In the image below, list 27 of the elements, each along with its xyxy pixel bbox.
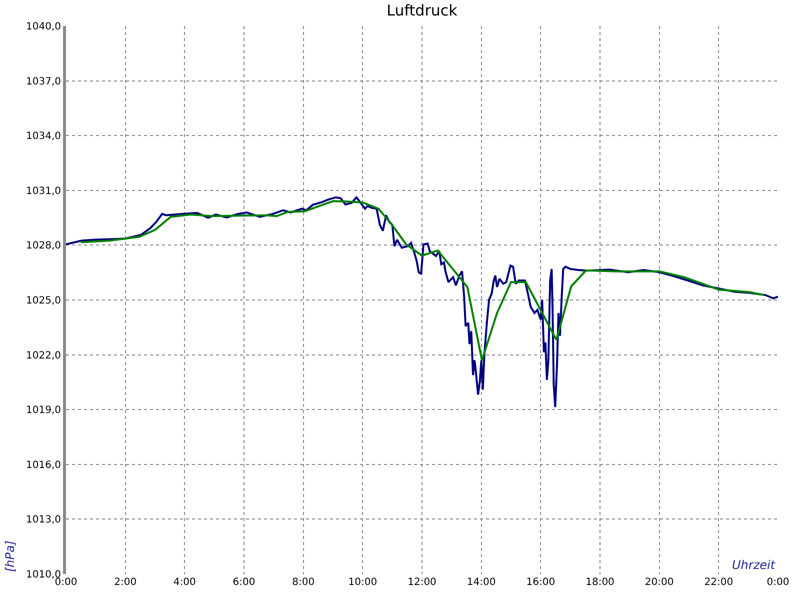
y-axis-title: [hPa] [3, 540, 17, 572]
line-series [80, 200, 766, 362]
x-tick-label: 4:00 [173, 577, 196, 588]
y-tick-label: 1034,0 [26, 131, 61, 142]
line-series [66, 196, 778, 408]
y-tick-label: 1013,0 [26, 514, 61, 526]
x-tick-label: 6:00 [232, 577, 256, 588]
x-tick-label: 18:00 [586, 577, 614, 588]
y-tick-label: 1016,0 [26, 460, 61, 471]
y-tick-label: 1031,0 [26, 186, 61, 197]
x-tick-label: 10:00 [348, 577, 378, 588]
y-tick-label: 1028,0 [26, 240, 61, 252]
y-tick-label: 1022,0 [26, 350, 61, 362]
y-tick-label: 1025,0 [26, 296, 61, 306]
x-tick-label: 0:00 [766, 577, 790, 588]
x-tick-label: 22:00 [704, 577, 734, 588]
x-tick-label: 2:00 [114, 577, 137, 588]
x-tick-label: 16:00 [526, 577, 556, 588]
x-tick-label: 12:00 [408, 577, 436, 588]
y-tick-label: 1040,0 [26, 22, 61, 32]
y-tick-label: 1037,0 [26, 76, 61, 88]
x-axis-title: Uhrzeit [732, 558, 776, 572]
x-tick-label: 14:00 [466, 577, 496, 588]
chart-title: Luftdruck [386, 1, 458, 20]
x-tick-label: 8:00 [292, 577, 315, 588]
x-tick-label: 20:00 [644, 577, 674, 588]
y-tick-label: 1019,0 [26, 405, 61, 416]
